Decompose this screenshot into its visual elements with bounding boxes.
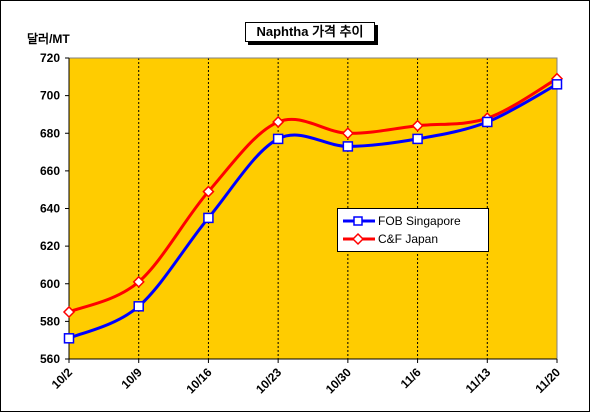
point-c-f-japan-5 [411,119,424,132]
point-c-f-japan-0 [62,305,76,319]
x-tick-label-10-30: 10/30 [323,365,354,396]
x-tick-label-11-20: 11/20 [532,365,563,396]
x-tick-label-10-23: 10/23 [253,365,284,396]
point-c-f-japan-2 [202,185,215,198]
legend-swatch-fob-singapore [343,216,375,226]
x-tick-label-11-6: 11/6 [398,365,424,391]
y-axis-label: 달러/MT [27,32,70,46]
point-fob-singapore-6 [482,116,493,128]
chart-title: Naphtha 가격 추이 [245,22,375,42]
x-tick-label-11-13: 11/13 [463,365,494,396]
y-tick-label-620: 620 [40,239,60,253]
legend-label-cf-japan: C&F Japan [378,232,439,246]
point-fob-singapore-3 [272,133,284,145]
series-lines [68,77,558,340]
y-tick-label-700: 700 [40,89,60,103]
y-tick-label-580: 580 [40,314,60,328]
point-fob-singapore-7 [551,79,563,90]
x-tick-label-10-9: 10/9 [118,365,145,392]
x-tick-label-10-16: 10/16 [183,365,214,396]
point-fob-singapore-1 [133,301,144,312]
point-c-f-japan-4 [341,127,354,140]
x-axis-ticks: 10/2 10/9 10/16 10/23 10/30 11/6 11/13 11/20 [49,359,563,396]
y-tick-label-640: 640 [40,202,60,216]
point-fob-singapore-2 [203,212,214,224]
y-tick-label-680: 680 [40,126,60,140]
legend: FOB Singapore C&F Japan [337,208,489,252]
point-fob-singapore-0 [63,333,75,344]
y-tick-label-660: 660 [40,164,60,178]
y-axis-ticks: 560 580 600 620 640 660 680 700 720 [40,51,69,366]
legend-swatch-cf-japan [343,232,375,246]
point-c-f-japan-3 [272,115,285,129]
y-tick-label-600: 600 [40,277,60,291]
y-tick-label-560: 560 [40,352,60,366]
point-fob-singapore-5 [412,133,423,145]
point-fob-singapore-4 [342,141,354,152]
x-tick-label-10-2: 10/2 [49,365,76,392]
series-markers [62,72,564,344]
series-line-fob-singapore [68,83,558,340]
y-tick-label-720: 720 [40,51,60,65]
legend-label-fob-singapore: FOB Singapore [378,214,461,228]
series-line-c-f-japan [68,77,558,314]
point-c-f-japan-1 [132,275,145,288]
